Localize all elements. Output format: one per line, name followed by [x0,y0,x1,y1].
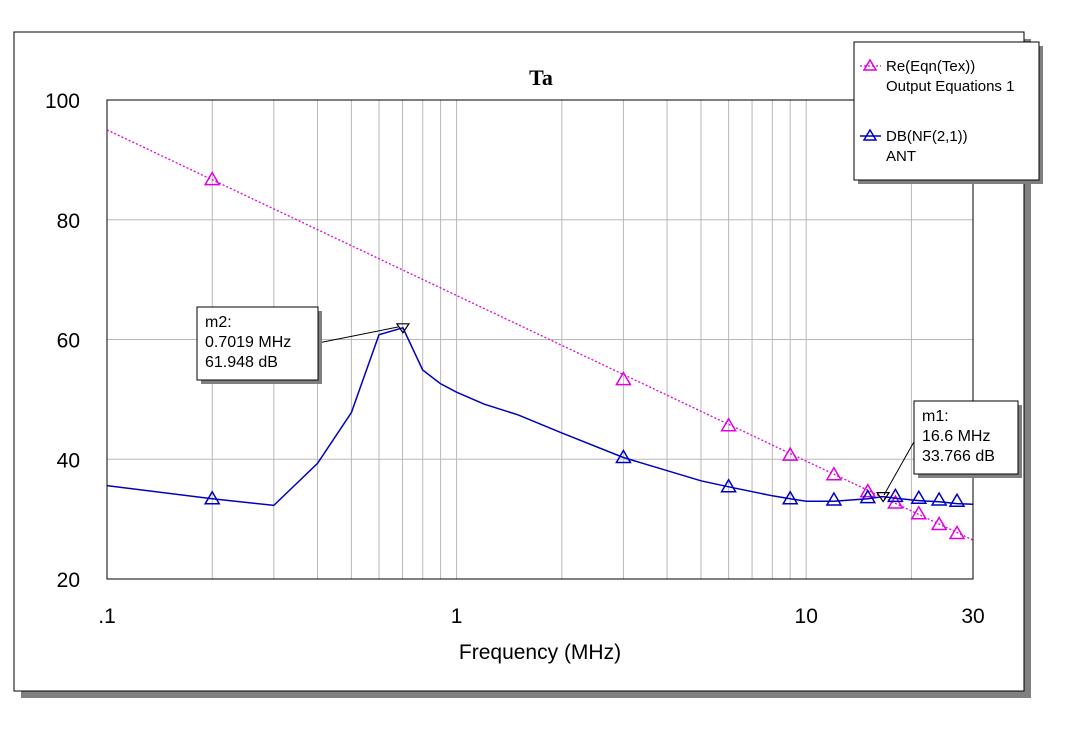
legend-marker-2-icon [862,128,878,141]
y-tick-label: 40 [57,449,80,472]
legend-entry-1: Re(Eqn(Tex)) Output Equations 1 [860,58,1014,95]
series-1-point [948,525,966,540]
series-2-point [930,491,948,506]
marker-m2-box [196,306,319,381]
series-2-point [203,490,221,505]
annotation-layer [395,323,891,503]
x-tick-label: 10 [795,605,818,628]
marker-m1-box [913,400,1019,475]
x-axis-title: Frequency (MHz) [459,641,621,664]
y-tick-labels: 20 40 60 80 100 [45,90,80,592]
series-2-point [859,489,877,504]
legend-marker-1-icon [862,58,878,71]
x-tick-label: 30 [961,605,984,628]
x-tick-labels: .1 1 10 30 [98,605,984,628]
marker-m1-callout[interactable]: m1: 16.6 MHz 33.766 dB [883,400,1022,496]
marker-point-1 [395,323,411,334]
marker-m2-name: m2: [205,314,232,331]
marker-m2-value: 61.948 dB [205,354,278,371]
legend-series-1-source: Output Equations 1 [886,78,1014,95]
series-2-point [615,449,632,464]
y-tick-label: 60 [57,330,80,353]
chart-title: Ta [529,65,553,90]
legend-series-2-name: DB(NF(2,1)) [886,128,968,145]
legend-entry-2: DB(NF(2,1)) ANT [860,128,968,165]
marker-m1-value: 33.766 dB [922,448,995,465]
y-tick-label: 100 [45,90,80,113]
series-1-point [910,505,928,520]
legend-series-1-name: Re(Eqn(Tex)) [886,58,975,75]
series-1-point [203,171,221,186]
marker-m2-leader [317,326,399,344]
y-tick-label: 20 [57,569,80,592]
series-1-point [781,446,799,461]
legend-box [853,41,1040,181]
marker-m1-freq: 16.6 MHz [922,428,990,445]
plot-area [106,99,974,580]
series-1-point [720,417,737,432]
x-tick-label: 1 [451,605,463,628]
legend-series-2-source: ANT [886,148,916,165]
series-1-point [930,516,948,531]
series-2-point [910,489,928,504]
marker-point-2 [875,492,891,503]
series-2-point [887,487,904,503]
grid [107,100,973,579]
series-1-point [859,483,877,498]
series-2-point [720,478,737,493]
series-1-point [615,371,632,386]
marker-m2-callout[interactable]: m2: 0.7019 MHz 61.948 dB [196,306,399,384]
series-2-point [781,490,799,505]
x-tick-label: .1 [98,605,116,628]
marker-m2-freq: 0.7019 MHz [205,334,291,351]
series-1-point [825,466,843,481]
marker-m1-name: m1: [922,408,949,425]
series-2 [106,326,974,507]
marker-m1-leader [883,439,916,496]
series-2-point [948,492,966,507]
series-2-point [825,491,843,506]
y-tick-label: 80 [57,210,80,233]
series-layer [106,129,974,541]
